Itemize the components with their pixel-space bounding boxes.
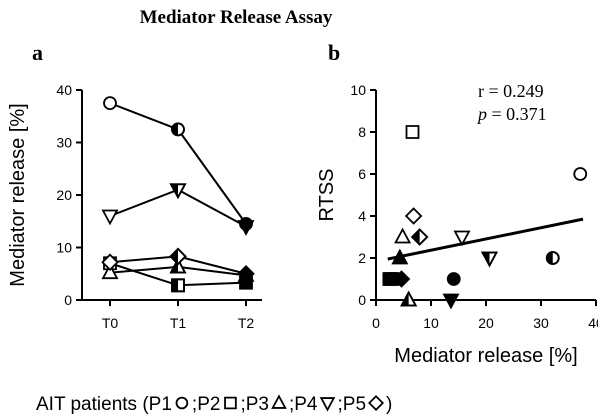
legend: AIT patients ( P1; P2; P3; P4; P5) xyxy=(36,394,392,415)
panel-a-label: a xyxy=(32,40,43,65)
y-tick-label: 8 xyxy=(358,124,366,140)
panel-b-regression xyxy=(387,217,584,261)
marker-p2-t1 xyxy=(171,278,185,293)
panel-b-x-axis-label: Mediator release [%] xyxy=(394,345,577,367)
figure-title: Mediator Release Assay xyxy=(140,7,333,28)
x-tick-label: 10 xyxy=(423,315,439,331)
panel-b-x-ticks: 0 10 20 30 40 xyxy=(372,300,598,331)
panel-a-y-axis-label: Mediator release [%] xyxy=(7,103,29,286)
x-tick-label: T1 xyxy=(170,315,187,331)
p-value: = 0.371 xyxy=(487,104,547,124)
marker-p3-t1 xyxy=(169,257,187,274)
y-tick-label: 0 xyxy=(64,292,72,308)
marker-p5-t1 xyxy=(169,247,187,266)
point-p5-14 xyxy=(392,270,411,288)
point-p5-12 xyxy=(404,207,423,225)
y-tick-label: 2 xyxy=(358,250,366,266)
x-tick-label: 30 xyxy=(533,315,549,331)
panel-a-y-ticks: 0 10 20 30 40 xyxy=(56,82,82,308)
series-line-p1 xyxy=(109,102,247,225)
point-p4-11 xyxy=(442,293,460,310)
panel-a: a Mediator release [%] 0 10 20 30 40 T0 T1 T2 xyxy=(7,40,262,331)
panel-b-markers xyxy=(382,125,588,310)
legend-separator: ; xyxy=(240,394,245,415)
y-tick-label: 0 xyxy=(358,292,366,308)
panel-a-markers xyxy=(101,96,255,293)
y-tick-label: 6 xyxy=(358,166,366,182)
x-tick-label: 20 xyxy=(478,315,494,331)
legend-marker-p3 xyxy=(271,394,287,409)
marker-p4-t0 xyxy=(101,209,119,226)
point-p5-13 xyxy=(410,228,429,246)
point-p1-1 xyxy=(545,251,560,265)
marker-p5-t2 xyxy=(237,264,255,283)
y-tick-label: 40 xyxy=(56,82,72,98)
p-letter: p xyxy=(476,104,487,124)
marker-p1-t1 xyxy=(171,122,185,137)
legend-marker-p1 xyxy=(175,396,189,410)
point-p3-6 xyxy=(394,227,412,244)
y-tick-label: 10 xyxy=(350,82,366,98)
panel-b-y-axis-label: RTSS xyxy=(316,169,338,222)
point-p4-10 xyxy=(480,251,499,268)
correlation-p: p = 0.371 xyxy=(476,104,547,124)
point-p3-7 xyxy=(400,290,418,307)
point-p3-8 xyxy=(391,248,409,265)
point-p2-3 xyxy=(405,125,420,139)
panel-b-label: b xyxy=(328,40,340,65)
point-p2-5 xyxy=(385,272,400,286)
legend-separator: ; xyxy=(338,394,343,415)
marker-p4-t2 xyxy=(237,220,255,236)
panel-b: b RTSS Mediator release [%] 0 2 4 6 8 10 0 10 2… xyxy=(316,40,598,367)
x-tick-label: 0 xyxy=(372,315,380,331)
point-p4-9 xyxy=(453,230,471,247)
legend-separator: ; xyxy=(289,394,294,415)
x-tick-label: T2 xyxy=(238,315,255,331)
marker-p4-t1 xyxy=(169,183,187,200)
y-tick-label: 10 xyxy=(56,240,72,256)
x-tick-label: T0 xyxy=(102,315,119,331)
y-tick-label: 4 xyxy=(358,208,366,224)
marker-p5-t0 xyxy=(101,253,119,271)
legend-label-p4: P4 xyxy=(294,394,318,415)
legend-label-p1: P1 xyxy=(149,394,172,415)
point-p1-2 xyxy=(446,272,461,286)
x-tick-label: 40 xyxy=(588,315,598,331)
point-p1-0 xyxy=(573,167,588,181)
legend-label-p5: P5 xyxy=(343,394,366,415)
legend-label-p2: P2 xyxy=(197,394,220,415)
legend-label-p3: P3 xyxy=(246,394,269,415)
correlation-r: r = 0.249 xyxy=(478,81,544,101)
panel-b-y-ticks: 0 2 4 6 8 10 xyxy=(350,82,376,308)
legend-marker-p4 xyxy=(319,397,336,412)
legend-separator: ) xyxy=(386,394,392,415)
marker-p1-t0 xyxy=(103,96,117,111)
legend-separator: ; xyxy=(192,394,197,415)
panel-a-x-ticks: T0 T1 T2 xyxy=(102,300,255,331)
legend-marker-p5 xyxy=(368,394,385,412)
legend-prefix: AIT patients ( xyxy=(36,394,149,415)
legend-marker-p2 xyxy=(224,396,237,410)
y-tick-label: 20 xyxy=(56,187,72,203)
regression-line xyxy=(387,217,584,261)
y-tick-label: 30 xyxy=(56,135,72,151)
marker-p3-t0 xyxy=(101,263,119,280)
